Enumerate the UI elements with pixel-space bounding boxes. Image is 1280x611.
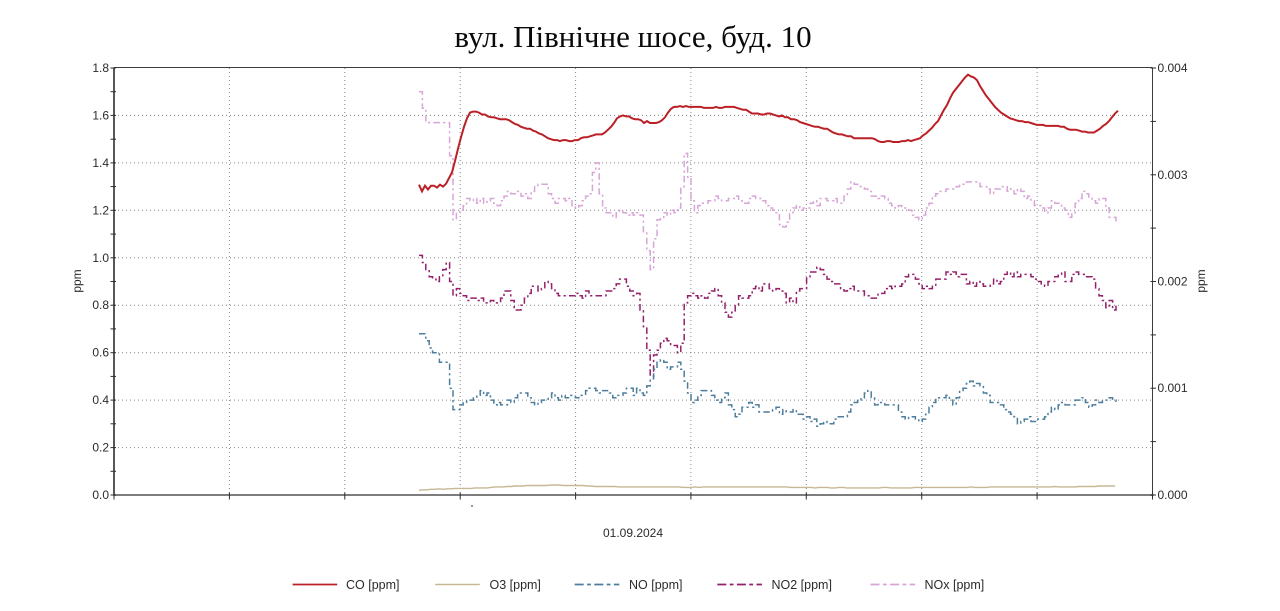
svg-text:0.000: 0.000 xyxy=(1158,488,1188,502)
svg-text:O3 [ppm]: O3 [ppm] xyxy=(490,578,541,592)
svg-text:0.8: 0.8 xyxy=(92,298,109,312)
svg-text:0.003: 0.003 xyxy=(1158,168,1188,182)
svg-text:0.004: 0.004 xyxy=(1158,61,1188,75)
svg-text:ppm: ppm xyxy=(70,269,84,292)
svg-text:NO [ppm]: NO [ppm] xyxy=(629,578,683,592)
svg-text:0.001: 0.001 xyxy=(1158,381,1188,395)
svg-text:1.2: 1.2 xyxy=(92,203,109,217)
svg-text:NO2 [ppm]: NO2 [ppm] xyxy=(772,578,832,592)
svg-text:1.0: 1.0 xyxy=(92,251,109,265)
svg-text:0.4: 0.4 xyxy=(92,393,109,407)
svg-text:01.09.2024: 01.09.2024 xyxy=(603,526,663,540)
svg-text:1.4: 1.4 xyxy=(92,156,109,170)
svg-text:1.6: 1.6 xyxy=(92,108,109,122)
svg-text:NOx [ppm]: NOx [ppm] xyxy=(925,578,985,592)
svg-text:0.2: 0.2 xyxy=(92,441,109,455)
svg-text:0.6: 0.6 xyxy=(92,346,109,360)
svg-text:0.002: 0.002 xyxy=(1158,275,1188,289)
svg-text:1.8: 1.8 xyxy=(92,61,109,75)
svg-text:0.0: 0.0 xyxy=(92,488,109,502)
svg-text:вул. Північне шосе, буд. 10: вул. Північне шосе, буд. 10 xyxy=(454,19,811,54)
svg-text:ppm: ppm xyxy=(1194,269,1208,292)
svg-text:CO [ppm]: CO [ppm] xyxy=(346,578,400,592)
